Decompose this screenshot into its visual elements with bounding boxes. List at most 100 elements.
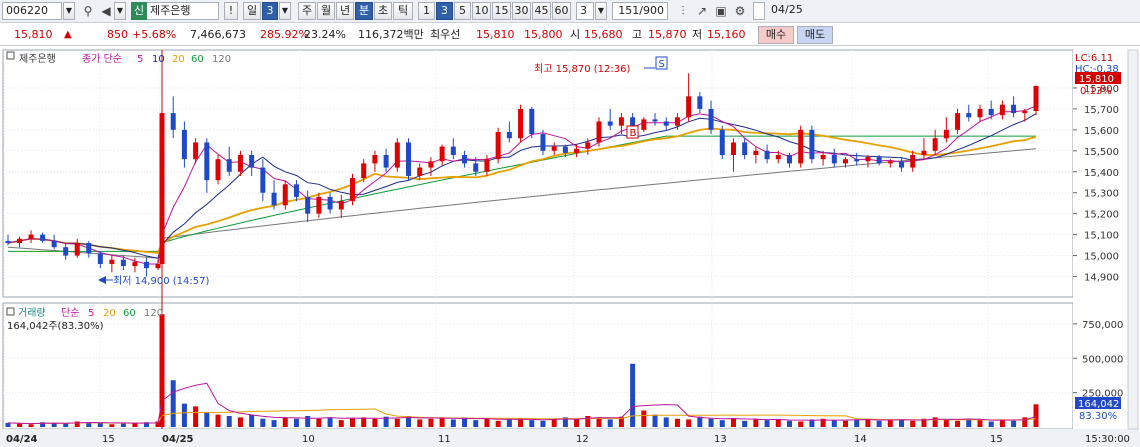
candle-body (155, 263, 161, 269)
interval-30-button[interactable]: 30 (512, 2, 531, 20)
stock-name-field[interactable]: 제주은행 (147, 2, 219, 20)
volume-bar (109, 424, 115, 427)
volume-bar (921, 418, 927, 427)
open-price: 15,680 (584, 28, 623, 41)
x-axis-time: 15:30:00 (1085, 434, 1130, 445)
speaker-icon[interactable]: ◀ (101, 4, 111, 18)
period-minute-button[interactable]: 분 (355, 2, 373, 20)
ma10-line (7, 113, 1037, 259)
high-label: 고 (632, 28, 643, 41)
legend-ma10: 10 (152, 54, 165, 65)
volume-bar (876, 420, 882, 427)
candle-body (249, 155, 255, 168)
interval-10-button[interactable]: 10 (472, 2, 491, 20)
x-axis: 04/24 15 04/25 10 11 12 13 14 15 (6, 434, 1003, 445)
volume-bar (97, 422, 103, 427)
legend-ma20: 20 (172, 54, 185, 65)
period-tick-button[interactable]: 틱 (393, 2, 413, 20)
candle-body (439, 146, 445, 162)
interval-1-button[interactable]: 1 (418, 2, 435, 20)
volume-current-label: 164,042주(83.30%) (7, 321, 104, 332)
period-day-button[interactable]: 일 (243, 2, 261, 20)
interval-input[interactable]: 3 (576, 2, 594, 20)
volume-bar (1033, 404, 1039, 427)
chart-tools-icon[interactable]: ↗ (696, 4, 708, 18)
volume-bar (764, 420, 770, 427)
volume-bar (529, 420, 535, 427)
volume-y-label: 750,000 (1082, 320, 1123, 331)
volume-bar (170, 380, 176, 427)
volume-legend-ma-label: 단순 (61, 307, 79, 319)
volume-bar (484, 418, 490, 427)
period-number-button[interactable]: 3 (262, 2, 278, 20)
interval-60-button[interactable]: 60 (552, 2, 571, 20)
volume-bar (652, 414, 658, 427)
candle-body (966, 113, 972, 118)
sell-button[interactable]: 매도 (797, 26, 833, 44)
high-price: 15,870 (648, 28, 687, 41)
interval-5-button[interactable]: 5 (454, 2, 471, 20)
high-annotation: 최고 15,870 (12:36) (534, 63, 630, 75)
volume-bar (932, 417, 938, 427)
candle-body (338, 201, 344, 210)
period-second-button[interactable]: 초 (374, 2, 392, 20)
period-year-button[interactable]: 년 (336, 2, 354, 20)
y-axis-label: 15,600 (1084, 126, 1119, 137)
volume-bar (40, 422, 46, 427)
candle-body (518, 108, 524, 139)
volume-bar (495, 420, 501, 427)
save-icon[interactable]: ▣ (715, 4, 727, 18)
candle-body (372, 155, 378, 164)
volume-bar (820, 418, 826, 427)
current-pct-label: 0.13% (1080, 86, 1112, 97)
interval-dropdown[interactable]: ▼ (595, 2, 607, 20)
interval-15-button[interactable]: 15 (492, 2, 511, 20)
x-axis-label: 15 (990, 434, 1003, 445)
volume-bar (204, 411, 210, 427)
x-axis-label: 12 (576, 434, 589, 445)
candle-settings-icon[interactable]: ⫶ (681, 4, 685, 18)
period-month-button[interactable]: 월 (317, 2, 335, 20)
candle-body (282, 184, 288, 206)
period-week-button[interactable]: 주 (298, 2, 316, 20)
volume-bar (305, 416, 311, 427)
period-dropdown[interactable]: ▼ (279, 2, 291, 20)
volume-bar (943, 419, 949, 427)
candle-body (63, 247, 69, 256)
candle-body (809, 129, 815, 160)
volume-legend: 거래량 단순 5 20 60 120 164,042주(83.30%) (6, 307, 163, 332)
stock-chart[interactable]: 제주은행 종가 단순 5 10 20 60 120 거래량 단순 5 20 60… (0, 47, 1140, 447)
low-label: 저 (692, 28, 703, 41)
stock-code-dropdown[interactable]: ▼ (63, 2, 75, 20)
search-icon[interactable]: ⚲ (83, 4, 93, 18)
warning-button[interactable]: ! (224, 2, 238, 20)
buy-signal-label: B (630, 128, 637, 139)
y-axis-label: 15,700 (1084, 105, 1119, 116)
date-checkbox[interactable] (753, 2, 765, 20)
candle-body (932, 138, 938, 151)
y-axis-label: 14,900 (1084, 273, 1119, 284)
interval-3-button[interactable]: 3 (436, 2, 453, 20)
up-arrow-icon: ▲ (64, 29, 72, 40)
vertical-scrollbar[interactable] (1127, 49, 1139, 430)
data-count-field[interactable]: 151/900 (612, 2, 668, 20)
volume-bar (809, 419, 815, 427)
volume-bar (551, 418, 557, 427)
candle-body (955, 113, 961, 130)
candle-body (484, 159, 490, 172)
price-change: 850 (107, 28, 128, 41)
chart-area[interactable]: 제주은행 종가 단순 5 10 20 60 120 거래량 단순 5 20 60… (0, 47, 1140, 447)
open-label: 시 (570, 28, 581, 41)
speaker-dropdown[interactable]: ▼ (114, 2, 126, 20)
stock-code-input[interactable]: 006220 (2, 2, 62, 20)
volume-bar (1022, 417, 1028, 427)
buy-button[interactable]: 매수 (758, 26, 794, 44)
current-price: 15,810 (14, 28, 53, 41)
volume-bar (120, 423, 126, 427)
date-field[interactable]: 04/25 (771, 3, 803, 16)
volume-bar (349, 418, 355, 427)
candle-body (775, 155, 781, 160)
gear-icon[interactable]: ⚙ (734, 4, 746, 18)
interval-45-button[interactable]: 45 (532, 2, 551, 20)
candle-body (495, 131, 501, 160)
